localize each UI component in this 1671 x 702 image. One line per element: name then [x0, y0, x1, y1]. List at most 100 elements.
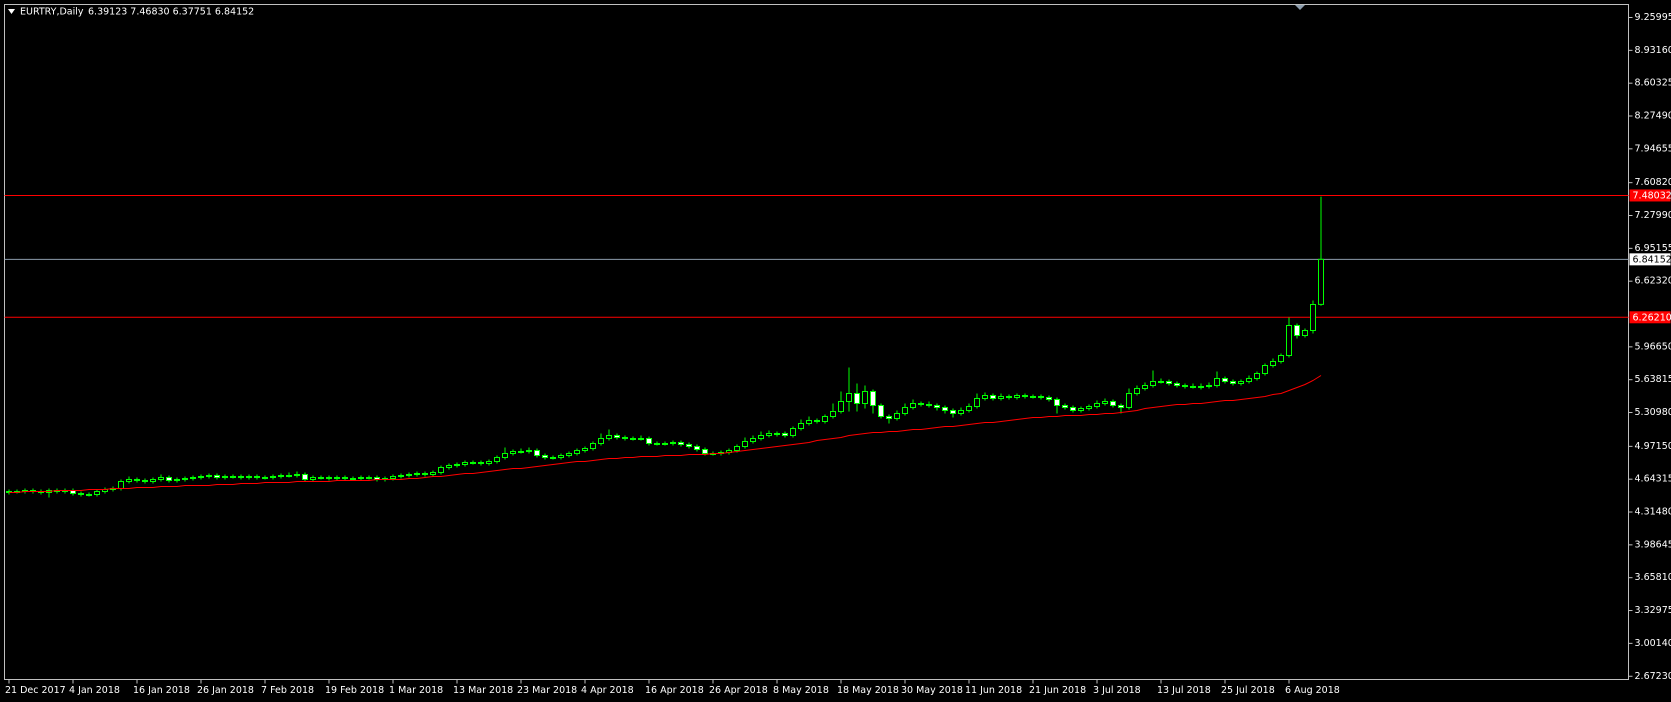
candle-body: [262, 477, 268, 479]
candle-body: [606, 435, 612, 439]
candle-body: [518, 451, 524, 453]
candle-body: [1142, 385, 1148, 389]
candle-body: [478, 462, 484, 464]
y-tick-label: 8.27490: [1635, 111, 1671, 122]
ohlc-values: 6.39123 7.46830 6.37751 6.84152: [88, 7, 254, 18]
candle-body: [1246, 378, 1252, 382]
candle-body: [494, 457, 500, 462]
candle-body: [1174, 383, 1180, 386]
x-tick-label: 19 Feb 2018: [325, 685, 384, 696]
candle-body: [550, 457, 556, 459]
candle-body: [702, 449, 708, 454]
candle-body: [766, 433, 772, 436]
candle-body: [926, 404, 932, 406]
candle-body: [1182, 385, 1188, 387]
candle-body: [470, 462, 476, 464]
candle-body: [862, 391, 868, 404]
candle-body: [990, 395, 996, 399]
candle-body: [838, 401, 844, 412]
candle-body: [150, 479, 156, 482]
y-tick-label: 3.00140: [1635, 638, 1671, 649]
price-label: 7.48032: [1633, 190, 1671, 201]
candle-body: [774, 433, 780, 435]
x-tick-label: 18 May 2018: [837, 685, 899, 696]
price-label: 6.26210: [1633, 312, 1671, 323]
candle-body: [406, 474, 412, 476]
candle-body: [1022, 395, 1028, 397]
y-tick-label: 6.62320: [1635, 276, 1671, 287]
candle-body: [358, 477, 364, 479]
candle-body: [198, 476, 204, 478]
candle-body: [1278, 355, 1284, 362]
candle-body: [1150, 381, 1156, 386]
x-tick-label: 16 Apr 2018: [645, 685, 704, 696]
candle-body: [134, 479, 140, 481]
price-label-bg: [1629, 311, 1671, 324]
candle-body: [614, 435, 620, 438]
candle-body: [1054, 399, 1060, 406]
candle-body: [558, 455, 564, 458]
y-tick-label: 4.97150: [1635, 441, 1671, 452]
candle-body: [78, 493, 84, 495]
candle-body: [206, 475, 212, 477]
price-label: 6.84152: [1633, 254, 1671, 265]
candle-body: [1214, 378, 1220, 386]
plot-frame: [4, 4, 1629, 680]
candle-body: [758, 435, 764, 439]
y-tick-label: 6.95155: [1635, 243, 1671, 254]
candle-body: [638, 438, 644, 440]
candle-body: [438, 467, 444, 473]
candle-body: [278, 475, 284, 477]
candle-body: [422, 473, 428, 475]
y-tick-label: 3.65810: [1635, 572, 1671, 583]
candle-body: [750, 438, 756, 442]
candle-body: [390, 476, 396, 479]
x-tick-label: 11 Jun 2018: [965, 685, 1022, 696]
candle-body: [246, 476, 252, 478]
candle-body: [1310, 304, 1316, 331]
menu-triangle[interactable]: [8, 9, 15, 14]
x-tick-label: 25 Jul 2018: [1221, 685, 1275, 696]
y-tick-label: 5.63815: [1635, 374, 1671, 385]
candle-body: [318, 477, 324, 479]
candle-body: [894, 413, 900, 419]
candle-body: [1222, 378, 1228, 382]
candle-body: [1238, 381, 1244, 384]
candle-body: [230, 476, 236, 478]
candle-body: [1166, 381, 1172, 384]
candle-body: [398, 475, 404, 477]
candle-body: [430, 472, 436, 475]
candle-body: [1206, 385, 1212, 387]
x-tick-label: 3 Jul 2018: [1093, 685, 1141, 696]
candle-body: [1006, 396, 1012, 398]
x-tick-label: 13 Jul 2018: [1157, 685, 1211, 696]
candle-body: [462, 462, 468, 465]
candle-body: [742, 441, 748, 447]
candle-body: [918, 403, 924, 405]
y-tick-label: 8.93160: [1635, 45, 1671, 56]
y-tick-label: 8.60325: [1635, 78, 1671, 89]
candle-body: [974, 398, 980, 407]
x-tick-label: 6 Aug 2018: [1285, 685, 1340, 696]
candle-body: [1046, 397, 1052, 400]
candle-body: [870, 391, 876, 406]
x-tick-label: 21 Dec 2017: [5, 685, 66, 696]
x-tick-label: 4 Jan 2018: [69, 685, 120, 696]
candle-body: [542, 455, 548, 458]
candle-body: [1038, 396, 1044, 398]
candle-body: [878, 405, 884, 417]
candle-body: [830, 411, 836, 417]
candle-body: [998, 396, 1004, 399]
candle-body: [1190, 386, 1196, 388]
y-tick-label: 3.32975: [1635, 605, 1671, 616]
candle-body: [582, 448, 588, 451]
candle-body: [118, 481, 124, 489]
shift-marker[interactable]: [1295, 5, 1305, 10]
x-tick-label: 1 Mar 2018: [389, 685, 443, 696]
candle-body: [590, 443, 596, 449]
candle-body: [686, 444, 692, 447]
x-tick-label: 4 Apr 2018: [581, 685, 634, 696]
candle-body: [270, 476, 276, 478]
